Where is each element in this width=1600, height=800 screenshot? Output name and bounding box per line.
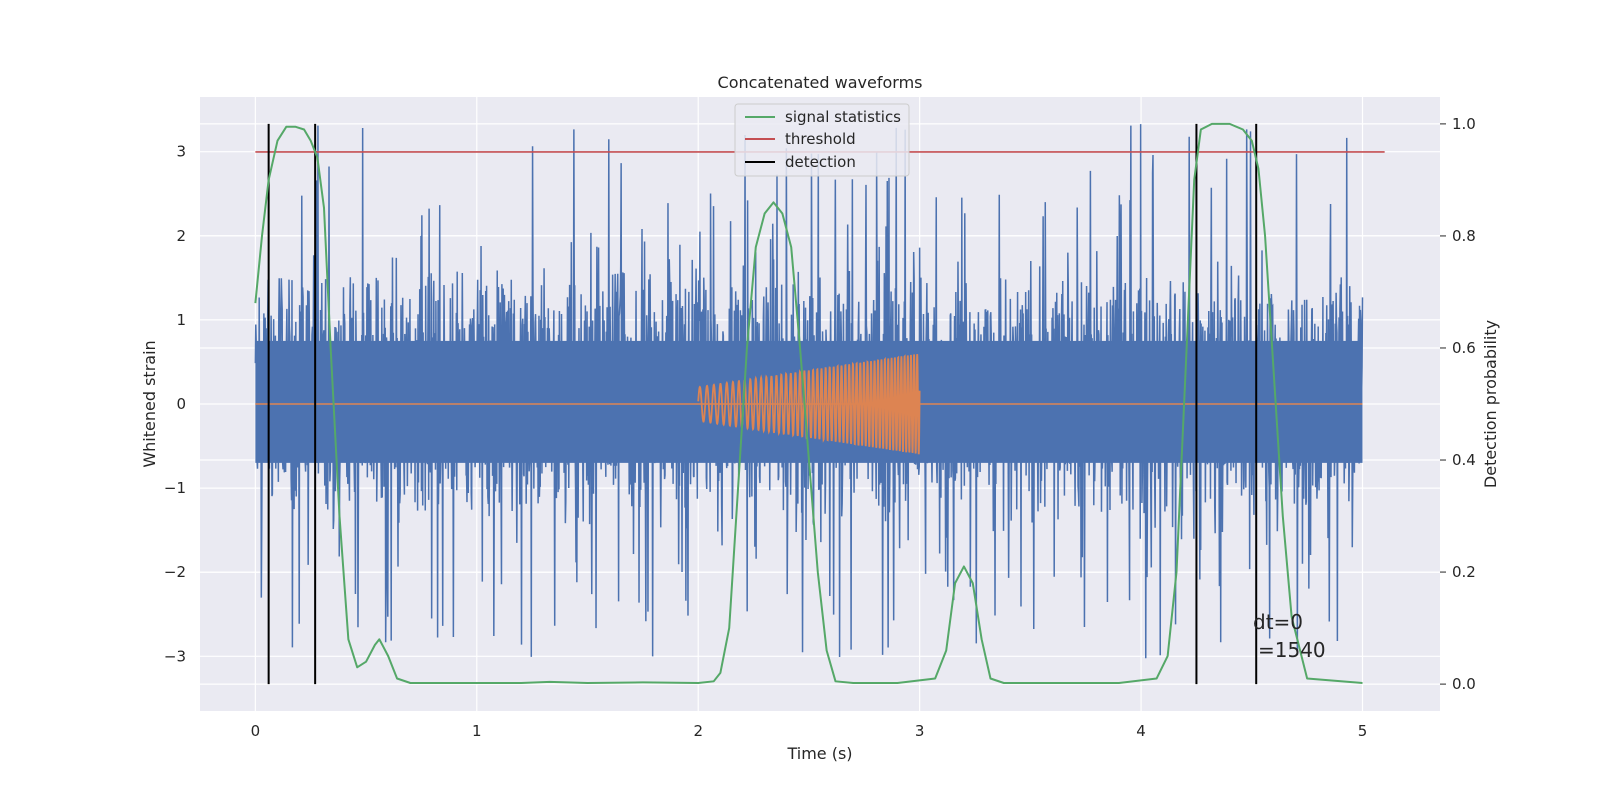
y-tick-label: 1: [176, 311, 186, 329]
legend-label-signal-statistics: signal statistics: [785, 108, 901, 126]
y-right-tick-label: 0.2: [1452, 563, 1476, 581]
data-layer: [254, 122, 1385, 685]
legend-label-detection: detection: [785, 153, 856, 171]
y-right-tick-label: 0.6: [1452, 339, 1476, 357]
x-tick-label: 4: [1136, 722, 1146, 740]
x-tick-label: 5: [1358, 722, 1368, 740]
annotation-line-1: dt=0: [1253, 610, 1303, 634]
injection-series: [697, 354, 921, 455]
y-tick-label: 3: [176, 143, 186, 161]
x-axis-label: Time (s): [786, 744, 852, 763]
y-tick-label: 0: [176, 395, 186, 413]
legend-box: [734, 103, 910, 177]
y-right-tick-label: 0.0: [1452, 675, 1476, 693]
x-tick-label: 2: [693, 722, 703, 740]
legend: signal statistics threshold detection: [734, 103, 910, 177]
chart-title: Concatenated waveforms: [718, 73, 923, 92]
ticks: 0 1 2 3 4 5 −3 −2 −1 0 1 2 3 0.0 0.2 0.4 0.6 0.8 1.0: [164, 115, 1476, 740]
y-tick-label: −1: [164, 479, 186, 497]
x-tick-label: 1: [472, 722, 482, 740]
y-right-tick-label: 0.4: [1452, 451, 1476, 469]
y-right-tick-label: 0.8: [1452, 227, 1476, 245]
y-axis-label-right: Detection probability: [1481, 320, 1500, 488]
y-tick-label: −2: [164, 563, 186, 581]
x-tick-label: 3: [915, 722, 925, 740]
x-tick-label: 0: [251, 722, 261, 740]
annotation: dt=0 =1540: [1253, 610, 1326, 662]
signal-statistics-series: [254, 122, 1363, 684]
y-axis-label: Whitened strain: [140, 340, 159, 467]
y-tick-label: 2: [176, 227, 186, 245]
annotation-line-2: =1540: [1258, 638, 1326, 662]
y-right-tick-label: 1.0: [1452, 115, 1476, 133]
legend-label-threshold: threshold: [785, 130, 856, 148]
y-tick-label: −3: [164, 647, 186, 665]
